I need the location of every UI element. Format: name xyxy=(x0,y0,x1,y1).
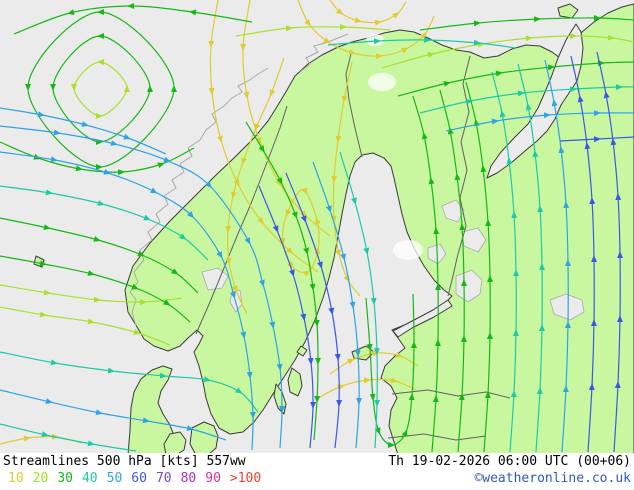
legend-value-20: 20 xyxy=(32,471,49,486)
streamline xyxy=(312,161,363,449)
legend-value-90: 90 xyxy=(205,471,221,486)
streamline xyxy=(327,36,517,49)
streamline xyxy=(465,81,494,453)
map-canvas-wrap xyxy=(0,0,634,456)
streamline xyxy=(544,59,572,453)
streamline xyxy=(439,89,468,453)
streamline xyxy=(559,136,634,143)
streamline xyxy=(381,32,634,69)
legend-value-70: 70 xyxy=(155,471,172,486)
streamline xyxy=(0,389,227,441)
streamline xyxy=(13,2,253,35)
streamline xyxy=(339,151,381,449)
streamline xyxy=(285,172,343,449)
legend-value-gt100: >100 xyxy=(229,471,262,486)
footer-row-2: 10 20 30 40 50 60 70 80 90 >100 ©weatheronline.co… xyxy=(0,470,634,487)
map-footer: Streamlines 500 hPa [kts] 557ww Th 19-02… xyxy=(0,453,634,490)
footer-row-1: Streamlines 500 hPa [kts] 557ww Th 19-02… xyxy=(0,453,634,470)
map-title: Streamlines 500 hPa [kts] 557ww xyxy=(3,454,246,469)
copyright-link[interactable]: ©weatheronline.co.uk xyxy=(474,471,631,486)
streamline xyxy=(329,0,407,26)
weather-map xyxy=(0,0,634,456)
streamline xyxy=(419,14,634,31)
land-kanin xyxy=(557,3,579,19)
streamline xyxy=(0,107,167,155)
streamline xyxy=(570,55,598,453)
legend-value-80: 80 xyxy=(180,471,197,486)
wind-speed-legend: 10 20 30 40 50 60 70 80 90 >100 xyxy=(8,470,270,487)
streamline xyxy=(397,60,634,97)
legend-value-10: 10 xyxy=(8,471,24,486)
land-zealand xyxy=(189,421,219,456)
map-timestamp: Th 19-02-2026 06:00 UTC (00+06) xyxy=(388,454,631,469)
streamline xyxy=(596,51,624,453)
legend-value-30: 30 xyxy=(57,471,73,486)
streamline xyxy=(517,63,546,453)
white-patch xyxy=(393,240,423,260)
streamline xyxy=(412,95,442,453)
streamline xyxy=(235,23,391,37)
legend-value-60: 60 xyxy=(131,471,147,486)
streamline xyxy=(419,84,634,114)
legend-value-40: 40 xyxy=(81,471,98,486)
white-patch xyxy=(366,34,384,46)
white-patch xyxy=(368,73,396,91)
legend-value-50: 50 xyxy=(106,471,123,486)
streamline xyxy=(0,423,137,452)
